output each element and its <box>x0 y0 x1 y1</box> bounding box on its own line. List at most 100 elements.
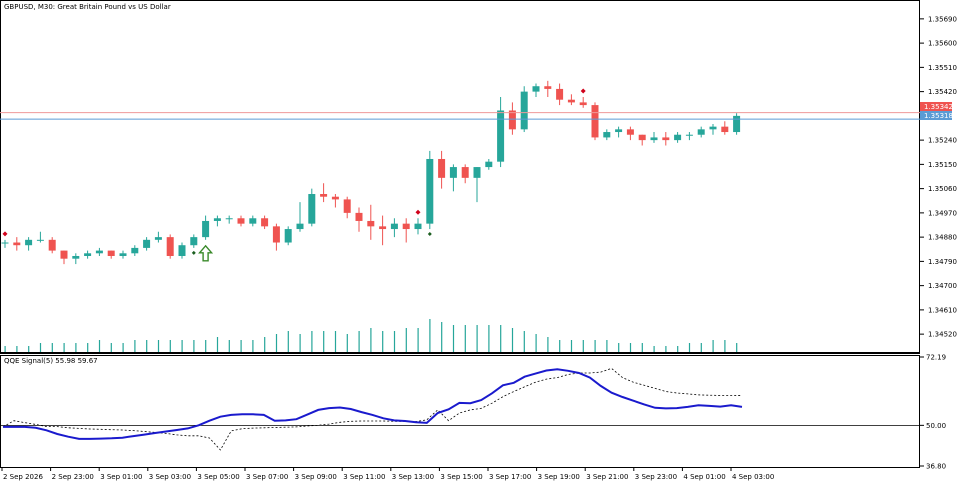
candle[interactable] <box>131 245 139 256</box>
candle-body <box>662 137 670 141</box>
candle[interactable] <box>674 132 682 143</box>
time-label: 3 Sep 21:00 <box>586 473 628 481</box>
candle[interactable] <box>426 150 434 230</box>
time-label: 3 Sep 19:00 <box>538 473 580 481</box>
candle[interactable] <box>556 83 564 106</box>
volume-bar <box>606 340 608 352</box>
candle[interactable] <box>473 167 481 203</box>
candle[interactable] <box>225 215 233 224</box>
candle[interactable] <box>709 123 717 135</box>
candle[interactable] <box>449 164 457 192</box>
candle[interactable] <box>143 237 151 251</box>
volume-bar <box>4 346 6 352</box>
candle[interactable] <box>1 239 9 248</box>
candle[interactable] <box>520 86 528 133</box>
signals <box>2 88 586 262</box>
indicator-pane[interactable] <box>0 355 920 468</box>
volume-bar <box>618 343 620 352</box>
candle[interactable] <box>213 215 221 227</box>
volume-bar <box>677 346 679 352</box>
candle[interactable] <box>697 126 705 138</box>
candle[interactable] <box>36 231 44 243</box>
candle-body <box>202 220 210 238</box>
price-tick-label: 1.34610 <box>928 306 957 314</box>
candle-body <box>143 239 151 248</box>
candle[interactable] <box>650 132 658 143</box>
candle[interactable] <box>603 129 611 141</box>
candle[interactable] <box>591 102 599 141</box>
bid-price-label-box <box>920 102 952 111</box>
volume-bar <box>240 340 242 352</box>
candle[interactable] <box>567 94 575 106</box>
candle[interactable] <box>733 113 741 135</box>
candle[interactable] <box>320 183 328 203</box>
candle[interactable] <box>296 202 304 232</box>
volume-bar <box>134 340 136 352</box>
volume-bar <box>523 331 525 352</box>
candle[interactable] <box>485 158 493 170</box>
candle[interactable] <box>119 250 127 259</box>
candle[interactable] <box>25 237 33 251</box>
volume-bar <box>146 340 148 352</box>
candle[interactable] <box>662 132 670 146</box>
candle[interactable] <box>154 231 162 243</box>
candle[interactable] <box>532 83 540 98</box>
candle-body <box>473 167 481 178</box>
candle[interactable] <box>497 97 505 168</box>
volume-bar <box>193 340 195 352</box>
candle[interactable] <box>626 126 634 141</box>
candle[interactable] <box>107 250 115 259</box>
candle[interactable] <box>390 218 398 238</box>
volume-bar <box>712 340 714 352</box>
candle[interactable] <box>308 188 316 227</box>
candle[interactable] <box>272 223 280 251</box>
candle[interactable] <box>13 237 21 251</box>
volume-bar <box>228 340 230 352</box>
candle[interactable] <box>95 247 103 256</box>
candle[interactable] <box>190 234 198 248</box>
candle[interactable] <box>544 80 552 98</box>
candle[interactable] <box>178 242 186 259</box>
candle[interactable] <box>237 215 245 227</box>
candle[interactable] <box>249 215 257 227</box>
time-label: 4 Sep 03:00 <box>732 473 774 481</box>
candle-body <box>544 86 552 89</box>
candle[interactable] <box>379 215 387 246</box>
candle[interactable] <box>367 204 375 240</box>
candle[interactable] <box>331 194 339 208</box>
candle[interactable] <box>414 218 422 235</box>
candle[interactable] <box>84 250 92 259</box>
candle[interactable] <box>284 226 292 246</box>
volume-bar <box>323 331 325 352</box>
candle-body <box>685 134 693 136</box>
candle[interactable] <box>721 121 729 135</box>
price-axis[interactable]: 1.35690 1.35600 1.35510 1.35420 1.35240 1.351… <box>920 15 957 339</box>
candle[interactable] <box>508 102 516 135</box>
candle-body <box>178 245 186 256</box>
candle[interactable] <box>579 97 587 108</box>
time-label: 3 Sep 15:00 <box>440 473 482 481</box>
candle[interactable] <box>166 234 174 259</box>
candle[interactable] <box>72 253 80 265</box>
candle[interactable] <box>261 215 269 230</box>
candle-body <box>60 250 68 259</box>
candle[interactable] <box>402 218 410 243</box>
volume-bar <box>405 328 407 352</box>
candle[interactable] <box>638 134 646 146</box>
candle[interactable] <box>355 207 363 232</box>
candle[interactable] <box>685 132 693 141</box>
candle[interactable] <box>438 150 446 189</box>
candle-body <box>626 129 634 135</box>
candles[interactable] <box>1 80 741 265</box>
candle[interactable] <box>615 126 623 138</box>
signal-diamond-icon <box>415 209 421 215</box>
candle[interactable] <box>343 196 351 219</box>
price-pane[interactable] <box>0 0 920 353</box>
candle[interactable] <box>461 164 469 184</box>
volume-bar <box>28 346 30 352</box>
candle[interactable] <box>60 250 68 265</box>
candle[interactable] <box>48 237 56 254</box>
candle[interactable] <box>202 215 210 240</box>
signal-diamond-icon <box>2 231 8 237</box>
